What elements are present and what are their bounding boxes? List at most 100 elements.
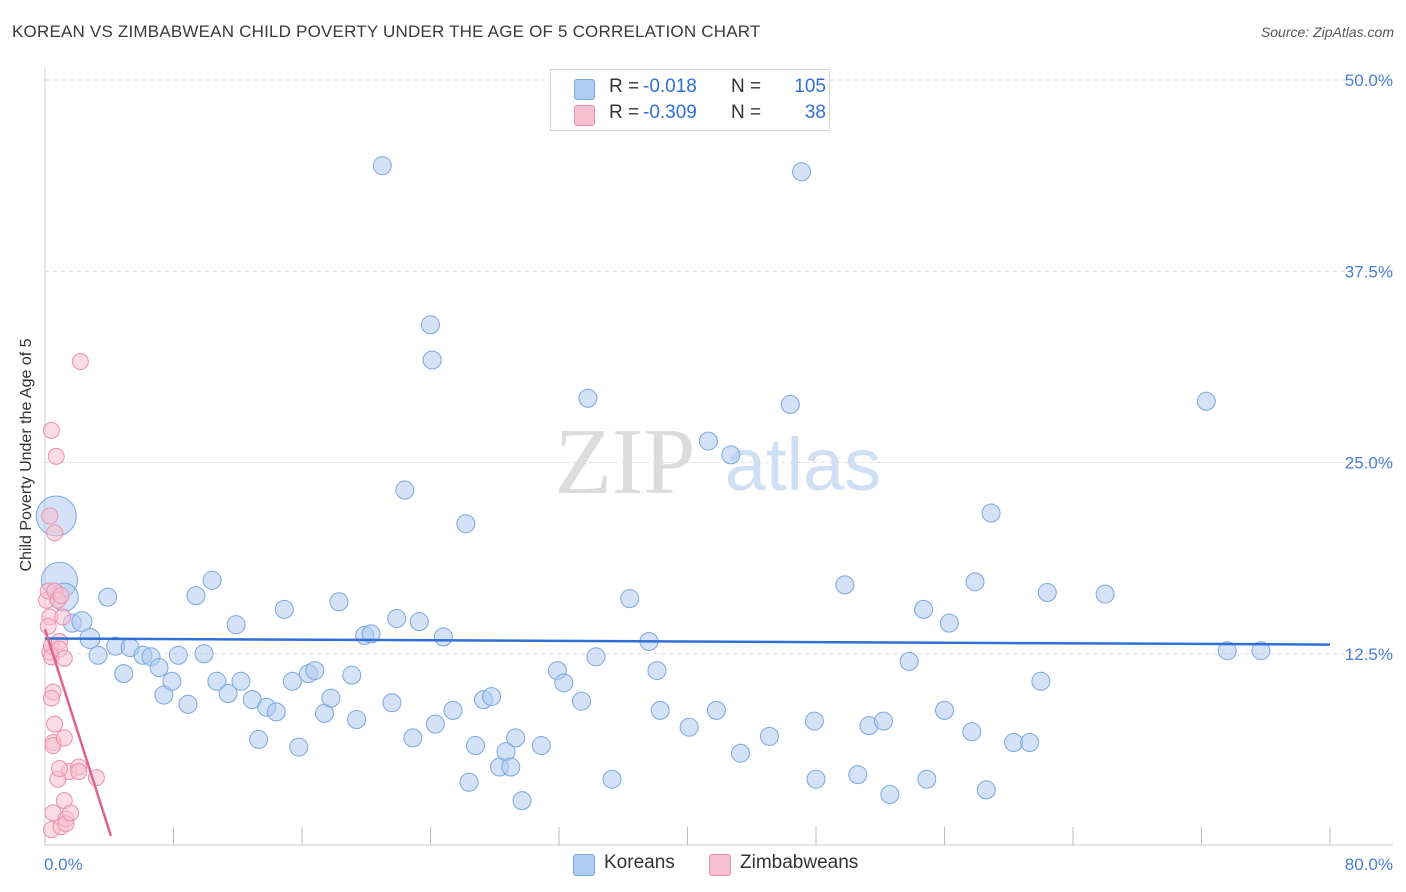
data-point-korean bbox=[347, 710, 367, 730]
data-point-korean bbox=[804, 711, 824, 731]
legend-n-value: 105 bbox=[794, 76, 826, 97]
data-point-korean bbox=[1196, 391, 1216, 411]
data-point-zimbabwean bbox=[62, 804, 80, 822]
data-point-korean bbox=[962, 722, 982, 742]
data-point-korean bbox=[274, 599, 294, 619]
legend-n-label: N = bbox=[731, 76, 762, 97]
bottom-legend-swatch-koreans bbox=[573, 854, 595, 876]
data-point-korean bbox=[1020, 732, 1040, 752]
data-point-korean bbox=[456, 514, 476, 534]
data-point-zimbabwean bbox=[71, 353, 89, 371]
data-point-korean bbox=[382, 693, 402, 713]
data-point-korean bbox=[1095, 584, 1115, 604]
data-point-korean bbox=[848, 765, 868, 785]
data-point-korean bbox=[249, 729, 269, 749]
data-point-zimbabwean bbox=[54, 608, 72, 626]
data-point-korean bbox=[1037, 583, 1057, 603]
data-point-korean bbox=[88, 645, 108, 665]
y-tick-label: 50.0% bbox=[1345, 71, 1393, 90]
data-point-korean bbox=[178, 694, 198, 714]
data-point-korean bbox=[443, 700, 463, 720]
data-point-korean bbox=[917, 769, 937, 789]
data-point-korean bbox=[873, 711, 893, 731]
legend-n-value: 38 bbox=[804, 102, 826, 123]
data-point-korean bbox=[679, 717, 699, 737]
data-point-korean bbox=[459, 772, 479, 792]
data-point-korean bbox=[168, 645, 188, 665]
data-point-korean bbox=[409, 612, 429, 632]
data-point-korean bbox=[647, 661, 667, 681]
legend-r-value: -0.309 bbox=[643, 102, 697, 123]
data-point-korean bbox=[202, 570, 222, 590]
data-point-korean bbox=[361, 624, 381, 644]
trend-lines bbox=[43, 628, 1331, 837]
legend-r-label: R = bbox=[609, 102, 640, 123]
bottom-legend-label-zimbabweans: Zimbabweans bbox=[740, 852, 859, 873]
data-point-korean bbox=[759, 726, 779, 746]
legend-r-value: -0.018 bbox=[643, 76, 697, 97]
data-point-korean bbox=[731, 743, 751, 763]
data-point-korean bbox=[114, 664, 134, 684]
data-point-korean bbox=[422, 350, 442, 370]
data-point-korean bbox=[226, 615, 246, 635]
data-point-korean bbox=[981, 503, 1001, 523]
data-point-zimbabwean bbox=[41, 507, 59, 525]
trend-line-zimbabweans bbox=[43, 628, 113, 837]
data-point-korean bbox=[976, 780, 996, 800]
data-point-korean bbox=[395, 480, 415, 500]
correlation-legend: R = -0.018 N = 105 R = -0.309 N = 38 bbox=[550, 69, 830, 131]
legend-r-label: R = bbox=[609, 76, 640, 97]
data-point-korean bbox=[425, 714, 445, 734]
axes bbox=[44, 68, 1393, 846]
data-point-zimbabwean bbox=[55, 649, 73, 667]
data-point-korean bbox=[433, 627, 453, 647]
data-point-korean bbox=[1217, 641, 1237, 661]
data-point-korean bbox=[321, 688, 341, 708]
data-point-korean bbox=[914, 599, 934, 619]
data-point-korean bbox=[780, 394, 800, 414]
data-point-korean bbox=[1004, 732, 1024, 752]
data-point-korean bbox=[342, 665, 362, 685]
chart-title: KOREAN VS ZIMBABWEAN CHILD POVERTY UNDER… bbox=[12, 22, 761, 41]
y-tick-label: 25.0% bbox=[1345, 454, 1393, 473]
data-point-korean bbox=[899, 651, 919, 671]
data-point-korean bbox=[71, 611, 93, 633]
data-point-korean bbox=[194, 644, 214, 664]
data-point-korean bbox=[965, 572, 985, 592]
data-point-korean bbox=[231, 671, 251, 691]
data-point-korean bbox=[266, 702, 286, 722]
tick-labels: 12.5% 25.0% 37.5% 50.0% 0.0% 80.0% bbox=[44, 71, 1393, 874]
data-point-korean bbox=[387, 609, 407, 629]
data-point-zimbabwean bbox=[55, 729, 73, 747]
data-point-korean bbox=[465, 736, 485, 756]
bottom-legend-swatch-zimbabweans bbox=[709, 854, 731, 876]
data-point-zimbabwean bbox=[52, 587, 70, 605]
data-point-korean bbox=[620, 589, 640, 609]
data-point-korean bbox=[806, 769, 826, 789]
gridlines bbox=[45, 79, 1393, 655]
data-point-korean bbox=[149, 658, 169, 678]
trend-line-koreans bbox=[44, 637, 1331, 646]
watermark-atlas: atlas bbox=[725, 423, 881, 506]
data-point-zimbabwean bbox=[50, 760, 68, 777]
data-point-korean bbox=[329, 592, 349, 612]
data-point-korean bbox=[602, 769, 622, 789]
data-point-korean bbox=[403, 728, 423, 748]
data-point-korean bbox=[698, 431, 718, 451]
data-point-korean bbox=[706, 700, 726, 720]
legend-swatch-koreans bbox=[574, 79, 595, 100]
data-point-korean bbox=[578, 388, 598, 408]
y-tick-label: 37.5% bbox=[1345, 262, 1393, 281]
data-point-korean bbox=[482, 687, 502, 707]
data-point-korean bbox=[305, 661, 325, 681]
data-point-korean bbox=[586, 647, 606, 667]
legend-swatch-zimbabweans bbox=[574, 105, 595, 126]
legend-n-label: N = bbox=[731, 102, 762, 123]
data-point-korean bbox=[939, 613, 959, 633]
data-point-zimbabwean bbox=[42, 689, 60, 707]
data-point-korean bbox=[282, 671, 302, 691]
data-point-korean bbox=[721, 445, 741, 465]
data-point-korean bbox=[372, 156, 392, 176]
data-point-korean bbox=[554, 673, 574, 693]
